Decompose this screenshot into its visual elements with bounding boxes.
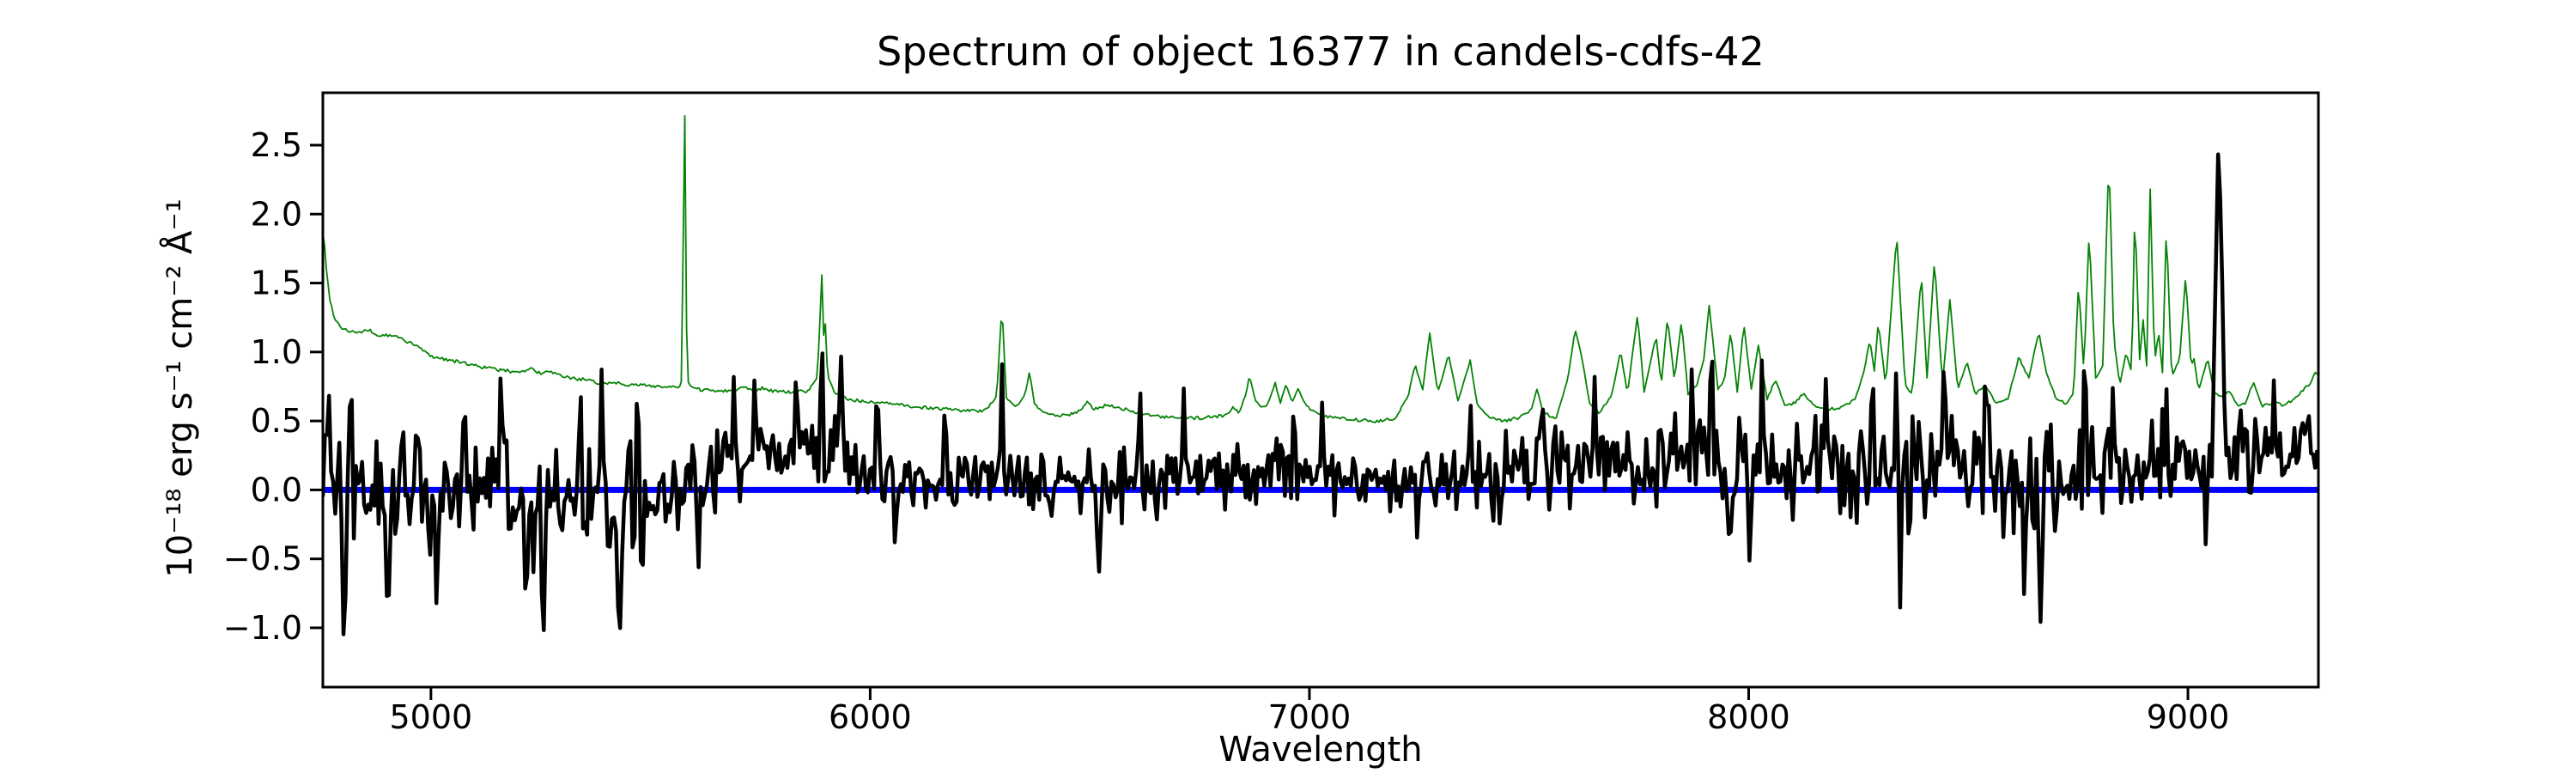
y-tick-label: 2.5 xyxy=(251,126,302,164)
flux-spectrum-line xyxy=(323,152,2318,636)
x-axis-label: Wavelength xyxy=(1218,730,1423,770)
y-tick-label: −0.5 xyxy=(223,540,302,578)
x-tick-label: 5000 xyxy=(389,698,472,736)
x-tick-label: 9000 xyxy=(2147,698,2230,736)
y-tick-label: 2.0 xyxy=(251,195,302,233)
y-tick-label: 0.5 xyxy=(251,402,302,440)
y-tick-label: 0.0 xyxy=(251,471,302,508)
x-tick-label: 8000 xyxy=(1707,698,1790,736)
x-tick-label: 6000 xyxy=(829,698,912,736)
y-axis-label: 10⁻¹⁸ erg s⁻¹ cm⁻² Å⁻¹ xyxy=(161,198,200,578)
y-tick-label: −1.0 xyxy=(223,609,302,647)
chart-title: Spectrum of object 16377 in candels-cdfs… xyxy=(877,28,1765,75)
x-tick-label: 7000 xyxy=(1268,698,1352,736)
y-tick-label: 1.0 xyxy=(251,333,302,371)
y-tick-label: 1.5 xyxy=(251,265,302,302)
axes-frame xyxy=(321,91,2320,689)
